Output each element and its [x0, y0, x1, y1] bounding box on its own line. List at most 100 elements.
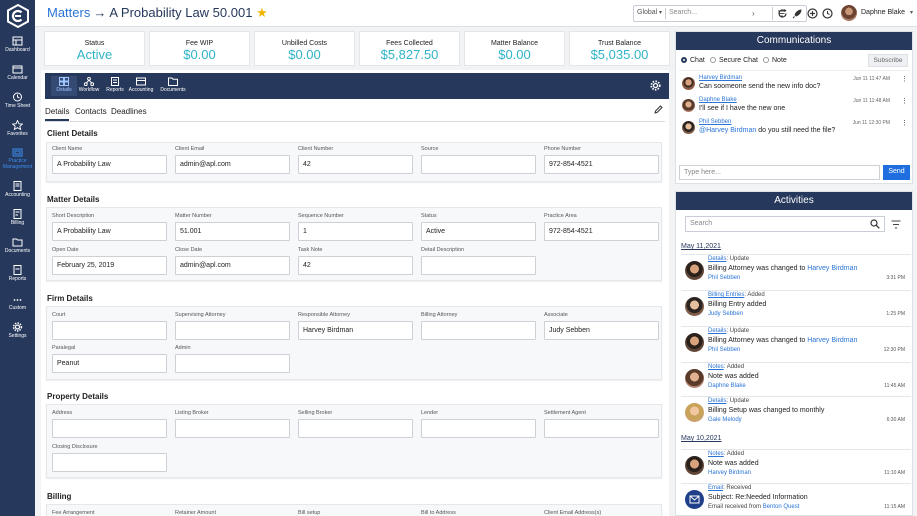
radio-secure-chat[interactable]: Secure Chat [710, 57, 758, 64]
open-date-field[interactable]: February 25, 2019 [52, 256, 167, 275]
activity-item[interactable]: Email: Received Subject: Re:Needed Infor… [681, 483, 911, 515]
activity-category[interactable]: Notes [708, 451, 724, 457]
gear-icon[interactable] [650, 80, 661, 91]
activity-category[interactable]: Details [708, 328, 727, 334]
nav-accounting[interactable]: Accounting [0, 181, 35, 198]
lender-field[interactable] [421, 419, 536, 438]
activity-category[interactable]: Billing Entries [708, 292, 745, 298]
chevron-right-icon[interactable]: › [752, 9, 755, 18]
matter-number-field[interactable]: 51.001 [175, 222, 290, 241]
close-date-field[interactable]: admin@apl.com [175, 256, 290, 275]
tab-deadlines[interactable]: Deadlines [111, 107, 147, 116]
breadcrumb-matters-link[interactable]: Matters [47, 5, 91, 20]
mention[interactable]: @Harvey Birdman [699, 127, 757, 134]
activity-user[interactable]: Phil Sebben [708, 347, 741, 353]
avatar [685, 403, 704, 422]
activity-category[interactable]: Details [708, 398, 727, 404]
app-logo[interactable] [6, 4, 30, 28]
settlement-agent-field[interactable] [544, 419, 659, 438]
toolbar-accounting-button[interactable]: Accounting [128, 76, 154, 96]
activity-item[interactable]: Details: Update Billing Attorney was cha… [681, 326, 911, 362]
activity-user[interactable]: Harvey Birdman [708, 470, 752, 476]
activity-item[interactable]: Details: Update Billing Attorney was cha… [681, 254, 911, 290]
message-author[interactable]: Harvey Birdman [699, 75, 743, 81]
listing-broker-field[interactable] [175, 419, 290, 438]
activity-user[interactable]: Phil Sebben [708, 275, 741, 281]
activity-user[interactable]: Judy Sebben [708, 311, 744, 317]
activity-category[interactable]: Email [708, 485, 724, 491]
subscribe-button[interactable]: Subscribe [868, 54, 908, 67]
nav-dashboard[interactable]: Dashboard [0, 36, 35, 53]
activity-sender[interactable]: Benton Quest [762, 504, 800, 510]
activity-item[interactable]: Notes: Added Note was added Daphne Blake… [681, 362, 911, 396]
nav-billing[interactable]: Billing [0, 209, 35, 226]
mention[interactable]: Harvey Birdman [807, 337, 858, 344]
client-number-field[interactable]: 42 [298, 155, 413, 174]
activity-item[interactable]: Details: Update Billing Setup was change… [681, 396, 911, 430]
radio-note[interactable]: Note [763, 57, 787, 64]
nav-favorites[interactable]: Favorites [0, 119, 35, 137]
search-scope-select[interactable]: Global [637, 9, 658, 16]
radio-chat[interactable]: Chat [681, 57, 705, 64]
nav-documents[interactable]: Documents [0, 237, 35, 254]
detail-description-field[interactable] [421, 256, 536, 275]
activity-category[interactable]: Details [708, 256, 727, 262]
billing-attorney-field[interactable] [421, 321, 536, 340]
clock-icon[interactable] [822, 8, 833, 19]
message-author[interactable]: Phil Sebben [699, 119, 732, 125]
nav-settings[interactable]: Settings [0, 322, 35, 339]
status-field[interactable]: Active [421, 222, 536, 241]
activity-description: Note was added [708, 373, 759, 380]
activity-user[interactable]: Daphne Blake [708, 383, 746, 389]
toolbar-workflow-button[interactable]: Workflow [76, 76, 102, 96]
phone-number-field[interactable]: 972-854-4521 [544, 155, 659, 174]
tab-contacts[interactable]: Contacts [75, 107, 107, 116]
add-circle-icon[interactable] [807, 8, 818, 19]
send-button[interactable]: Send [883, 165, 910, 180]
nav-reports[interactable]: Reports [0, 265, 35, 282]
toolbar-reports-button[interactable]: Reports [102, 76, 128, 96]
admin-field[interactable] [175, 354, 290, 373]
supervising-attorney-field[interactable] [175, 321, 290, 340]
nav-calendar[interactable]: Calendar [0, 64, 35, 81]
favorite-star-icon[interactable]: ★ [256, 5, 268, 20]
client-name-field[interactable]: A Probability Law [52, 155, 167, 174]
nav-practice-management[interactable]: Practice Management [0, 147, 35, 170]
activities-search-input[interactable]: Search [685, 216, 885, 232]
task-note-field[interactable]: 42 [298, 256, 413, 275]
court-field[interactable] [52, 321, 167, 340]
address-field[interactable] [52, 419, 167, 438]
toolbar-documents-button[interactable]: Documents [160, 76, 186, 96]
sequence-number-field[interactable]: 1 [298, 222, 413, 241]
message-author[interactable]: Daphne Blake [699, 97, 737, 103]
closing-disclosure-field[interactable] [52, 453, 167, 472]
nav-custom[interactable]: Custom [0, 294, 35, 311]
nav-time-sheet[interactable]: Time Sheet [0, 92, 35, 109]
short-description-field[interactable]: A Probability Law [52, 222, 167, 241]
client-email-field[interactable]: admin@apl.com [175, 155, 290, 174]
selling-broker-field[interactable] [298, 419, 413, 438]
chevron-down-icon[interactable]: ▾ [659, 10, 663, 16]
paralegal-field[interactable]: Peanut [52, 354, 167, 373]
rocket-icon[interactable] [792, 8, 803, 19]
more-vertical-icon[interactable]: ⋮ [901, 120, 908, 127]
activity-item[interactable]: Notes: Added Note was added Harvey Birdm… [681, 449, 911, 483]
toolbar-details-button[interactable]: Details [51, 76, 77, 96]
edit-pencil-icon[interactable] [654, 105, 663, 114]
source-field[interactable] [421, 155, 536, 174]
refresh-icon[interactable] [777, 8, 788, 19]
activity-category[interactable]: Notes [708, 364, 724, 370]
search-input[interactable]: Search... [669, 9, 698, 16]
associate-field[interactable]: Judy Sebben [544, 321, 659, 340]
more-vertical-icon[interactable]: ⋮ [901, 98, 908, 105]
tab-details[interactable]: Details [45, 107, 70, 121]
search-icon[interactable] [870, 219, 880, 229]
responsible-attorney-field[interactable]: Harvey Birdman [298, 321, 413, 340]
message-input[interactable]: Type here... [679, 165, 880, 180]
mention[interactable]: Harvey Birdman [807, 265, 858, 272]
more-vertical-icon[interactable]: ⋮ [901, 76, 908, 83]
practice-area-field[interactable]: 972-854-4521 [544, 222, 659, 241]
activity-item[interactable]: Billing Entries: Added Billing Entry add… [681, 290, 911, 326]
activity-user[interactable]: Gale Melody [708, 417, 742, 423]
filter-icon[interactable] [891, 220, 901, 229]
